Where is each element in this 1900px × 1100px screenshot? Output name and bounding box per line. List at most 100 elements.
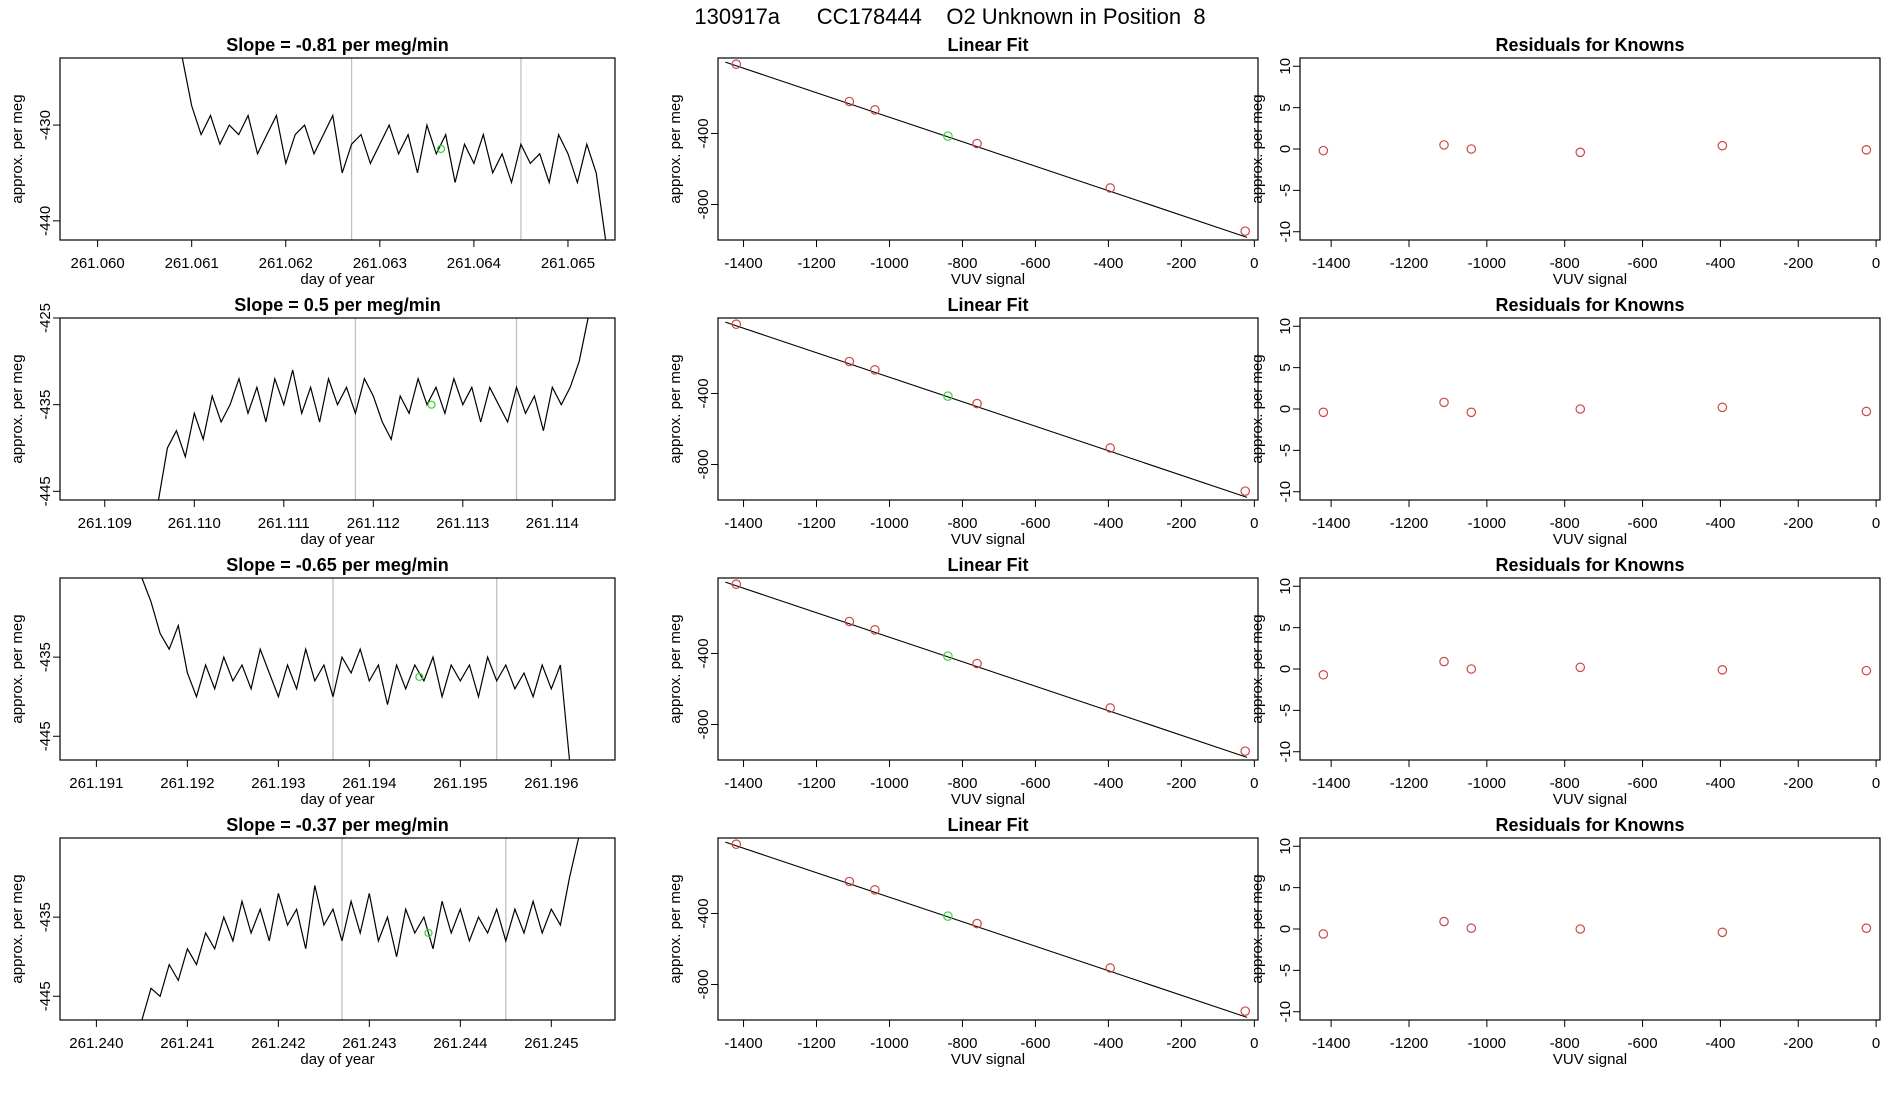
x-axis-label: VUV signal	[951, 531, 1025, 548]
residual-point	[1717, 665, 1728, 675]
x-tick-label: -1000	[1468, 1035, 1506, 1052]
fit-line	[725, 581, 1248, 758]
y-tick-label: -445	[37, 721, 54, 751]
y-tick-label: -10	[1277, 221, 1294, 243]
residual-point	[1318, 407, 1329, 418]
residual-point	[1861, 406, 1872, 417]
known-point	[844, 356, 855, 367]
x-tick-label: -1400	[1312, 515, 1350, 532]
x-tick-label: -800	[1550, 255, 1580, 272]
chart-panel-timeseries-1: Slope = 0.5 per meg/min 261.109 261.110 261…	[9, 295, 616, 548]
known-point	[870, 365, 880, 375]
plot-area	[1318, 140, 1872, 158]
data-series-line	[181, 58, 607, 240]
known-point	[1105, 963, 1116, 973]
y-axis-label: approx. per meg	[667, 354, 684, 463]
chart-title: Residuals for Knowns	[1495, 555, 1684, 575]
x-tick-label: 261.112	[347, 515, 400, 532]
y-tick-label: -430	[37, 110, 54, 140]
residual-point	[1466, 144, 1477, 154]
x-tick-label: -1200	[797, 1035, 835, 1052]
known-point	[1105, 703, 1116, 713]
y-tick-label: -5	[1277, 184, 1294, 197]
known-point	[1240, 746, 1251, 756]
x-tick-label: 0	[1872, 515, 1880, 532]
x-tick-label: -1200	[1390, 775, 1428, 792]
x-tick-label: 261.064	[447, 255, 501, 272]
x-tick-label: -600	[1628, 255, 1658, 272]
x-tick-label: 261.196	[524, 775, 578, 792]
unknown-mean-point	[424, 928, 433, 938]
x-tick-label: -600	[1020, 515, 1050, 532]
x-tick-label: 261.113	[436, 515, 489, 532]
x-tick-label: -1400	[1312, 775, 1350, 792]
x-tick-label: 261.195	[433, 775, 487, 792]
x-tick-label: 261.060	[71, 255, 125, 272]
x-tick-label: -600	[1628, 1035, 1658, 1052]
residual-point	[1717, 140, 1728, 151]
x-tick-label: -1200	[1390, 1035, 1428, 1052]
x-tick-label: 261.245	[524, 1035, 578, 1052]
y-axis-label: approx. per meg	[667, 614, 684, 723]
x-tick-label: 261.242	[251, 1035, 305, 1052]
y-tick-label: -10	[1277, 741, 1294, 763]
known-point	[844, 876, 855, 887]
chart-panel-residuals-0: Residuals for Knowns-1400 -1200 -1000 -800-…	[1249, 35, 1881, 288]
x-tick-label: -600	[1020, 1035, 1050, 1052]
plot-area	[181, 58, 607, 240]
y-tick-label: -10	[1277, 481, 1294, 503]
y-tick-label: 10	[1277, 318, 1294, 335]
residual-point	[1439, 656, 1449, 667]
plot-area	[725, 59, 1251, 238]
known-point	[731, 319, 742, 330]
plot-frame	[1299, 577, 1881, 761]
unknown-point	[943, 911, 953, 921]
plot-area	[141, 838, 580, 1020]
unknown-mean-point	[436, 144, 446, 154]
residual-point	[1466, 923, 1477, 933]
plot-area	[725, 579, 1251, 758]
known-point	[972, 658, 982, 669]
residual-point	[1318, 669, 1329, 680]
x-tick-label: -200	[1166, 515, 1196, 532]
y-tick-label: -440	[37, 206, 54, 236]
plot-frame	[717, 317, 1259, 501]
y-axis-label: approx. per meg	[1249, 94, 1266, 203]
known-point	[870, 625, 880, 635]
x-axis-label: VUV signal	[951, 271, 1025, 288]
known-point	[972, 398, 982, 409]
chart-title: Residuals for Knowns	[1495, 295, 1684, 315]
known-point	[1240, 226, 1251, 236]
x-tick-label: 261.191	[69, 775, 123, 792]
x-tick-label: 0	[1250, 1035, 1258, 1052]
plot-frame	[59, 577, 616, 761]
known-point	[844, 96, 855, 107]
y-axis-label: approx. per meg	[9, 614, 26, 723]
y-tick-label: -10	[1277, 1001, 1294, 1023]
plot-frame	[717, 577, 1259, 761]
residual-point	[1575, 147, 1586, 158]
x-tick-label: -1400	[724, 255, 762, 272]
x-tick-label: -600	[1020, 775, 1050, 792]
x-axis-label: VUV signal	[1553, 1051, 1627, 1068]
x-tick-label: -600	[1628, 775, 1658, 792]
x-tick-label: -200	[1783, 1035, 1813, 1052]
chart-panel-timeseries-3: Slope = -0.37 per meg/min 261.240 261.241 2…	[9, 815, 616, 1068]
chart-panel-residuals-2: Residuals for Knowns-1400 -1200 -1000 -800-…	[1249, 555, 1881, 808]
chart-title: Linear Fit	[947, 35, 1028, 55]
x-axis-label: VUV signal	[1553, 271, 1627, 288]
x-tick-label: 261.109	[78, 515, 132, 532]
x-tick-label: -400	[1705, 1035, 1735, 1052]
chart-panel-timeseries-0: Slope = -0.81 per meg/min 261.060 261.061 2…	[9, 35, 616, 288]
x-tick-label: 261.062	[259, 255, 313, 272]
residual-point	[1861, 923, 1872, 933]
x-axis-label: day of year	[300, 1051, 374, 1068]
x-tick-label: -600	[1020, 255, 1050, 272]
y-tick-label: -445	[37, 981, 54, 1011]
x-tick-label: 261.111	[258, 515, 310, 532]
unknown-mean-point	[415, 672, 424, 682]
x-tick-label: -1200	[797, 255, 835, 272]
x-tick-label: 0	[1250, 775, 1258, 792]
y-tick-label: -435	[37, 390, 54, 420]
x-tick-label: -200	[1166, 775, 1196, 792]
